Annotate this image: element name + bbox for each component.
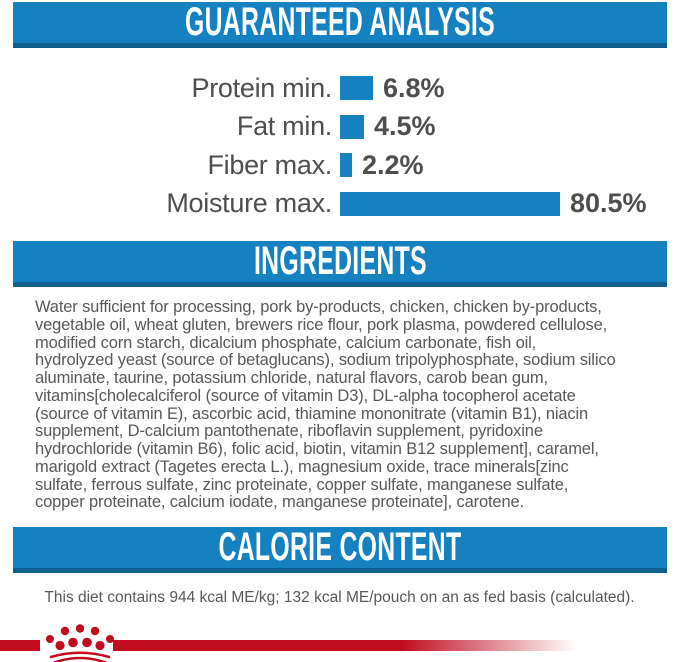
chart-bar-fiber <box>340 153 352 178</box>
ingredients-line: sulfate, ferrous sulfate, zinc proteinat… <box>35 475 569 494</box>
ingredients-line: (source of vitamin E), ascorbic acid, th… <box>35 404 589 423</box>
chart-value-protein: 6.8% <box>383 72 445 103</box>
chart-bar-protein <box>340 76 373 101</box>
ingredients-header: INGREDIENTS <box>13 239 667 287</box>
ingredients-line: hydrochloride (vitamin B6), folic acid, … <box>35 440 599 458</box>
guaranteed-analysis-header: GUARANTEED ANALYSIS <box>13 0 667 48</box>
ingredients-line: vegetable oil, wheat gluten, brewers ric… <box>35 315 608 334</box>
calorie-content-header: CALORIE CONTENT <box>13 525 667 573</box>
guaranteed-analysis-title: GUARANTEED ANALYSIS <box>185 0 495 44</box>
chart-row-protein: Protein min. 6.8% <box>0 69 679 108</box>
chart-value-moisture: 80.5% <box>570 188 647 219</box>
ingredients-line: hydrolyzed yeast (source of betaglucans)… <box>35 351 616 370</box>
calorie-content-text: This diet contains 944 kcal ME/kg; 132 k… <box>44 589 635 606</box>
ingredients-paragraph: Water sufficient for processing, pork by… <box>35 298 675 512</box>
chart-row-moisture: Moisture max. 80.5% <box>0 185 679 224</box>
chart-bar-fat <box>340 114 364 139</box>
chart-bar-moisture <box>340 191 560 216</box>
brand-band-right <box>113 640 577 651</box>
ingredients-line: vitamins[cholecalciferol (source of vita… <box>35 386 576 405</box>
ingredients-line: copper proteinate, calcium iodate, manga… <box>35 493 524 512</box>
chart-label-fat: Fat min. <box>236 111 332 142</box>
chart-label-fiber: Fiber max. <box>207 149 332 180</box>
chart-row-fiber: Fiber max. 2.2% <box>0 146 679 185</box>
ingredients-line: aluminate, taurine, potassium chloride, … <box>35 369 548 387</box>
ingredients-line: modified corn starch, dicalcium phosphat… <box>35 333 537 352</box>
royal-canin-crown-icon <box>46 624 114 662</box>
ingredients-line: Water sufficient for processing, pork by… <box>35 298 602 316</box>
chart-value-fiber: 2.2% <box>362 149 424 180</box>
brand-band-left <box>0 640 40 651</box>
chart-row-fat: Fat min. 4.5% <box>0 108 679 147</box>
calorie-content-title: CALORIE CONTENT <box>218 525 462 569</box>
chart-label-protein: Protein min. <box>191 72 333 103</box>
chart-label-moisture: Moisture max. <box>166 188 332 219</box>
ingredients-title: INGREDIENTS <box>253 239 427 283</box>
ingredients-line: supplement, D-calcium pantothenate, ribo… <box>35 422 543 441</box>
chart-value-fat: 4.5% <box>374 111 436 142</box>
ingredients-line: marigold extract (Tagetes erecta L.), ma… <box>35 457 569 476</box>
guaranteed-analysis-chart: Protein min. 6.8% Fat min. 4.5% Fiber ma… <box>0 69 679 223</box>
